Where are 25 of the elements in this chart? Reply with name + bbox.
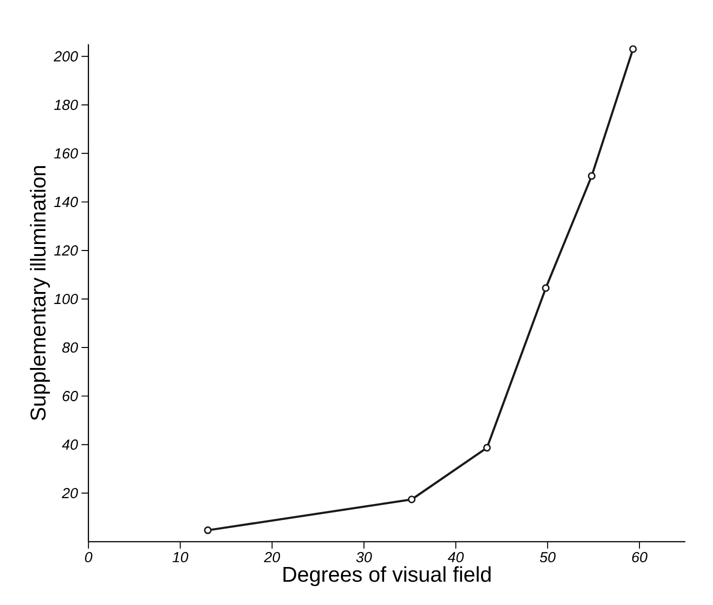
point [408,495,416,504]
y-axis-title: Supplementary illumination [30,166,50,420]
x-tick-label: 60 [632,552,648,562]
point [588,172,596,180]
y-tick-label: 20 [62,488,78,498]
y-tick-label: 160 [54,148,78,158]
x-tick-label: 0 [85,552,92,562]
point [483,444,491,452]
y-tick-label: 60 [62,390,78,402]
y-tick-label: 180 [54,100,78,110]
y-tick-label: 80 [62,342,78,353]
point [204,526,212,534]
x-tick-label: 20 [264,552,280,562]
y-tick-label: 140 [54,196,78,207]
y-tick-label: 100 [54,294,78,304]
y-tick-label: 120 [54,245,78,256]
point [629,45,637,53]
x-tick-label: 50 [540,552,556,562]
x-tick-label: 10 [172,552,188,562]
x-tick-label: 40 [448,552,464,562]
y-tick-label: 200 [54,51,78,62]
point [542,284,550,292]
x-tick-label: 30 [356,552,372,562]
y-tick-label: 40 [62,439,78,450]
x-axis-title: Degrees of visual field [284,566,491,586]
